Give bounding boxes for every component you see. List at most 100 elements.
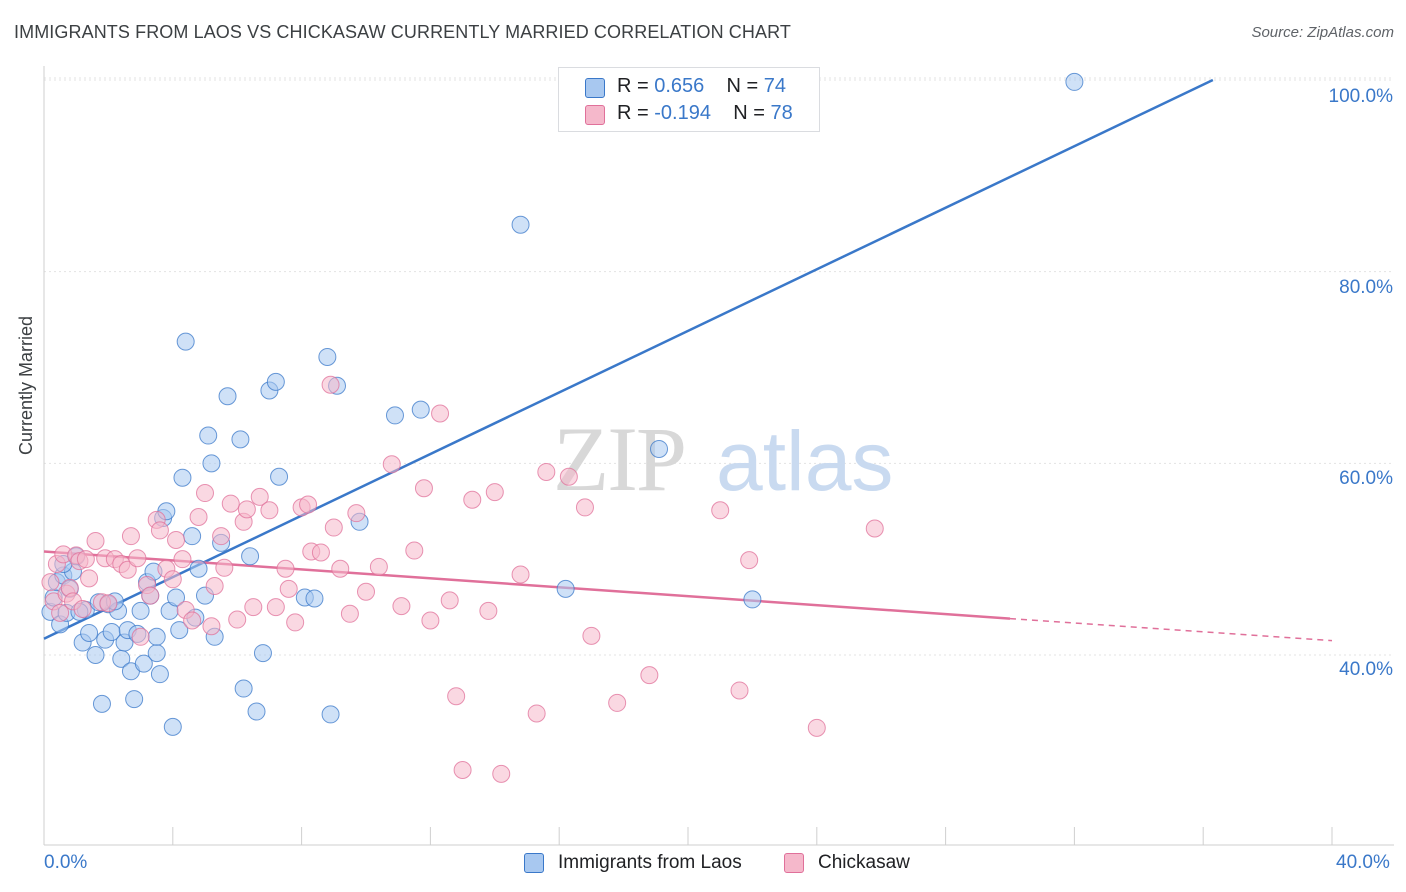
- data-point: [176, 332, 195, 351]
- data-point: [527, 704, 546, 723]
- legend-r-label: R =: [617, 102, 655, 124]
- points-laos: [41, 72, 1084, 736]
- data-point: [556, 579, 575, 598]
- y-axis-label: Currently Married: [16, 315, 36, 455]
- data-point: [86, 531, 105, 550]
- data-point: [711, 501, 730, 520]
- data-point: [463, 490, 482, 509]
- data-point: [865, 519, 884, 538]
- data-point: [189, 559, 208, 578]
- data-point: [212, 527, 231, 546]
- chart-title: IMMIGRANTS FROM LAOS VS CHICKASAW CURREN…: [14, 22, 791, 42]
- data-point: [440, 591, 459, 610]
- data-point: [305, 589, 324, 608]
- data-point: [321, 375, 340, 394]
- data-point: [321, 705, 340, 724]
- data-point: [99, 594, 118, 613]
- data-point: [511, 215, 530, 234]
- data-point: [431, 404, 450, 423]
- x-tick-label-max: 40.0%: [1336, 852, 1390, 873]
- data-point: [241, 547, 260, 566]
- data-point: [231, 430, 250, 449]
- data-point: [167, 531, 186, 549]
- legend-swatch-chickasaw: [585, 105, 605, 125]
- data-point: [253, 644, 272, 663]
- data-point: [80, 623, 99, 642]
- data-point: [485, 483, 504, 502]
- data-point: [421, 611, 440, 630]
- data-point: [357, 582, 375, 601]
- data-point: [276, 559, 295, 578]
- data-point: [537, 462, 556, 481]
- data-point: [173, 468, 192, 487]
- data-point: [121, 527, 140, 546]
- data-point: [385, 406, 404, 425]
- data-point: [405, 541, 424, 560]
- data-point: [118, 560, 137, 579]
- data-point: [411, 400, 430, 419]
- x-tick-label-min: 0.0%: [44, 852, 88, 873]
- data-point: [311, 543, 330, 562]
- data-point: [202, 454, 221, 473]
- legend-n-value-laos: 74: [763, 75, 787, 97]
- data-point: [324, 518, 343, 537]
- data-point: [331, 559, 350, 578]
- data-point: [347, 504, 366, 523]
- data-point: [392, 597, 411, 616]
- data-point: [150, 665, 169, 684]
- data-point: [453, 761, 472, 779]
- correlation-legend: R = 0.656 N = 74 R = -0.194 N = 78: [558, 67, 820, 132]
- trend-line-laos: [43, 78, 1214, 640]
- data-points: [41, 72, 1084, 783]
- data-point: [247, 702, 266, 721]
- series-name-laos: Immigrants from Laos: [558, 852, 742, 873]
- data-point: [51, 603, 70, 622]
- data-point: [266, 598, 285, 617]
- data-point: [76, 550, 95, 569]
- data-point: [650, 439, 669, 458]
- data-point: [286, 613, 305, 632]
- y-tick-label-60: 60.0%: [1339, 468, 1393, 489]
- data-point: [492, 764, 511, 783]
- trend-line-chickasaw-extension: [1009, 617, 1333, 642]
- series-swatch-laos: [524, 853, 544, 873]
- data-point: [167, 588, 186, 607]
- data-point: [221, 494, 240, 513]
- data-point: [131, 627, 150, 646]
- data-point: [131, 601, 150, 620]
- legend-r-value-laos: 0.656: [654, 75, 705, 97]
- series-swatch-chickasaw: [784, 853, 804, 873]
- y-tick-label-100: 100.0%: [1328, 86, 1393, 107]
- data-point: [1065, 72, 1084, 91]
- data-point: [218, 387, 237, 406]
- y-tick-label-80: 80.0%: [1339, 277, 1393, 298]
- data-point: [559, 467, 578, 486]
- data-point: [205, 577, 224, 595]
- data-point: [575, 498, 594, 517]
- data-point: [382, 455, 401, 474]
- data-point: [202, 617, 221, 636]
- data-point: [582, 626, 601, 645]
- gridlines: [44, 77, 1394, 656]
- data-point: [340, 604, 359, 623]
- data-point: [740, 551, 759, 570]
- data-point: [234, 679, 253, 698]
- data-point: [511, 565, 530, 584]
- data-point: [414, 479, 433, 498]
- data-point: [163, 570, 182, 589]
- data-point: [640, 666, 659, 685]
- data-point: [730, 681, 749, 700]
- data-point: [447, 687, 466, 706]
- legend-n-value-chickasaw: 78: [770, 102, 793, 124]
- data-point: [237, 500, 256, 519]
- data-point: [170, 621, 189, 640]
- data-point: [244, 598, 263, 617]
- data-point: [199, 426, 218, 445]
- data-point: [92, 694, 111, 713]
- legend-n-label: N =: [733, 102, 771, 124]
- data-point: [266, 372, 285, 391]
- data-point: [260, 501, 279, 520]
- data-point: [80, 569, 99, 588]
- data-point: [128, 549, 147, 568]
